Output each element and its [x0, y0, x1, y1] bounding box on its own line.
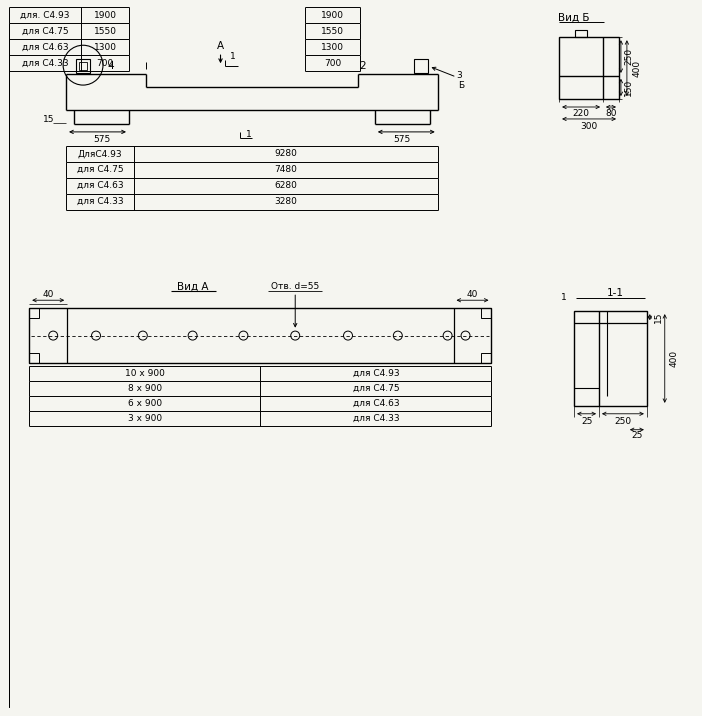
Text: 575: 575	[93, 135, 110, 145]
Text: для С4.63: для С4.63	[22, 43, 69, 52]
Text: ДляС4.93: ДляС4.93	[78, 150, 122, 158]
Text: для С4.93: для С4.93	[352, 369, 399, 378]
Bar	[575, 30, 587, 37]
Text: Вид Б: Вид Б	[558, 12, 590, 22]
Text: 250: 250	[624, 48, 633, 65]
Text: 3: 3	[457, 71, 463, 79]
Text: 4: 4	[107, 61, 114, 71]
Text: для С4.75: для С4.75	[77, 165, 124, 174]
Text: Вид A: Вид A	[177, 281, 208, 291]
Text: 1300: 1300	[93, 43, 117, 52]
Text: для С4.33: для С4.33	[22, 59, 69, 68]
Text: 575: 575	[394, 135, 411, 145]
Text: для С4.75: для С4.75	[352, 384, 399, 393]
Text: 250: 250	[614, 417, 632, 426]
Text: 1900: 1900	[321, 11, 344, 20]
Text: 700: 700	[324, 59, 341, 68]
Text: 6 х 900: 6 х 900	[128, 399, 162, 408]
Bar	[29, 308, 39, 318]
Text: 7480: 7480	[274, 165, 297, 174]
Text: 2: 2	[359, 61, 366, 71]
Text: 25: 25	[581, 417, 592, 426]
Text: 1: 1	[230, 52, 235, 61]
Text: для С4.75: для С4.75	[22, 26, 69, 36]
Text: 3280: 3280	[274, 197, 297, 206]
Text: 25: 25	[631, 431, 642, 440]
Text: 1550: 1550	[93, 26, 117, 36]
Bar	[482, 308, 491, 318]
Bar	[79, 62, 87, 70]
Text: 400: 400	[669, 350, 678, 367]
Text: 1: 1	[562, 293, 567, 301]
Text: 10 х 900: 10 х 900	[125, 369, 165, 378]
Bar	[29, 308, 491, 363]
Text: 40: 40	[43, 290, 54, 299]
Bar	[482, 353, 491, 363]
Bar	[76, 59, 90, 73]
Text: 1-1: 1-1	[607, 289, 624, 299]
Bar	[574, 311, 647, 406]
Text: 15: 15	[44, 115, 55, 125]
Text: для С4.63: для С4.63	[77, 181, 124, 190]
Text: 9280: 9280	[274, 150, 297, 158]
Text: 700: 700	[96, 59, 114, 68]
Text: 15: 15	[654, 311, 663, 323]
Bar	[559, 37, 619, 99]
Text: 3 х 900: 3 х 900	[128, 414, 162, 422]
Text: для. С4.93: для. С4.93	[20, 11, 70, 20]
Text: 1300: 1300	[321, 43, 344, 52]
Bar	[413, 59, 428, 73]
Text: 40: 40	[467, 290, 478, 299]
Text: 8 х 900: 8 х 900	[128, 384, 162, 393]
Text: 80: 80	[605, 110, 617, 118]
Text: 1550: 1550	[321, 26, 344, 36]
Text: A: A	[217, 42, 224, 52]
Text: 400: 400	[633, 59, 642, 77]
Bar	[29, 353, 39, 363]
Text: 1: 1	[246, 130, 251, 140]
Text: Б: Б	[458, 81, 465, 90]
Text: 1900: 1900	[93, 11, 117, 20]
Text: для С4.33: для С4.33	[77, 197, 124, 206]
Text: 220: 220	[573, 110, 590, 118]
Text: для С4.33: для С4.33	[352, 414, 399, 422]
Text: 150: 150	[624, 79, 633, 96]
Text: для С4.63: для С4.63	[352, 399, 399, 408]
Text: 6280: 6280	[274, 181, 297, 190]
Text: Отв. d=55: Отв. d=55	[271, 282, 319, 291]
Text: 300: 300	[581, 122, 597, 132]
